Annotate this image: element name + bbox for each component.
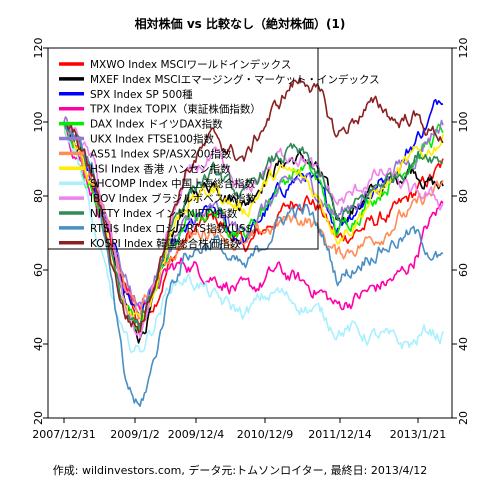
- y-tick-label-right: 120: [457, 38, 470, 59]
- chart-title: 相対株価 vs 比較なし（絶対株価）(1): [135, 16, 346, 31]
- x-tick-label: 2011/12/14: [308, 428, 371, 441]
- x-tick-label: 2009/1/2: [110, 428, 159, 441]
- legend-label: DAX Index ドイツDAX指数: [90, 118, 223, 131]
- series-line: [63, 121, 444, 320]
- legend-label: IBOV Index ブラジルボベスパ指数: [90, 192, 256, 205]
- legend-label: NIFTY Index インドNIFTY指数: [90, 207, 238, 220]
- legend-label: SHCOMP Index 中国上海総合指数: [90, 177, 256, 190]
- legend-label: AS51 Index SP/ASX200指数: [90, 147, 232, 160]
- y-tick-label-right: 40: [457, 337, 470, 351]
- series-line: [63, 121, 444, 354]
- legend: MXWO Index MSCIワールドインデックス MXEF Index MSCI…: [47, 47, 380, 250]
- y-tick-label-right: 80: [457, 189, 470, 203]
- legend-label: TPX Index TOPIX（東証株価指数）: [89, 103, 261, 116]
- legend-frame: [47, 47, 319, 250]
- legend-label: SPX Index SP 500種: [90, 88, 193, 101]
- series-line: [63, 121, 444, 311]
- y-tick-label-left: 20: [32, 411, 45, 425]
- legend-label: HSI Index 香港 ハンセン指数: [90, 162, 231, 175]
- legend-label: RTSI$ Index ロシアRTS指数(US$): [90, 222, 256, 235]
- y-tick-label-right: 60: [457, 263, 470, 277]
- legend-label: MXEF Index MSCIエマージング・マーケット・インデックス: [90, 73, 380, 86]
- legend-label: MXWO Index MSCIワールドインデックス: [90, 58, 291, 71]
- legend-label: KOSPI Index 韓国総合株価指数: [90, 237, 241, 250]
- y-tick-label-left: 120: [32, 38, 45, 59]
- y-tick-label-right: 20: [457, 411, 470, 425]
- series-line: [63, 121, 444, 324]
- x-tick-label: 2010/12/9: [237, 428, 293, 441]
- series-group: [63, 77, 444, 407]
- series-line: [63, 121, 444, 407]
- y-tick-label-left: 100: [32, 112, 45, 133]
- series-line: [63, 77, 444, 334]
- legend-label: UKX Index FTSE100指数: [90, 133, 214, 146]
- y-tick-label-left: 40: [32, 337, 45, 351]
- y-tick-label-left: 60: [32, 263, 45, 277]
- x-tick-label: 2013/1/21: [390, 428, 446, 441]
- series-line: [63, 121, 444, 339]
- x-tick-label: 2007/12/31: [32, 428, 95, 441]
- y-tick-label-left: 80: [32, 189, 45, 203]
- chart-caption: 作成: wildinvestors.com, データ元:トムソンロイター, 最終…: [53, 463, 427, 477]
- axes: 20 20 40 40 60 60 80 80 100 100 120 120 2007/12/31 20…: [32, 38, 470, 442]
- y-tick-label-right: 100: [457, 112, 470, 133]
- x-tick-label: 2009/12/4: [168, 428, 224, 441]
